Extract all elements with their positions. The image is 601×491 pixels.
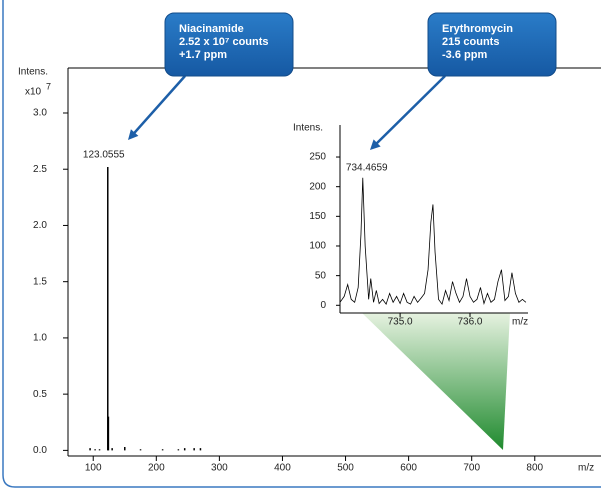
y-tick-label: 100 <box>309 241 326 252</box>
y-tick-label: 0.0 <box>33 445 47 456</box>
callout-text: Niacinamide <box>179 23 244 35</box>
y-tick-label: 2.5 <box>33 164 47 175</box>
x-axis-label: m/z <box>512 317 528 328</box>
x-tick-label: 100 <box>85 463 102 474</box>
inset-bg <box>340 125 528 313</box>
arrowhead <box>128 129 139 140</box>
x-axis-label: m/z <box>578 463 594 474</box>
x-tick-label: 600 <box>400 463 417 474</box>
callout-text: 215 counts <box>442 36 499 48</box>
y-tick-label: 150 <box>309 211 326 222</box>
x-tick-label: 300 <box>211 463 228 474</box>
callout-box <box>164 12 294 77</box>
callout-arrow <box>131 75 186 137</box>
x-tick-label: 800 <box>526 463 543 474</box>
x-tick-label: 700 <box>463 463 480 474</box>
y-axis-label: Intens. <box>18 67 48 78</box>
y-scale-exponent: 7 <box>46 81 51 91</box>
y-scale-label: x10 <box>25 87 42 98</box>
callout-text: 2.52 x 10⁷ counts <box>179 36 269 48</box>
callout-box <box>427 12 557 77</box>
peak-label: 123.0555 <box>83 150 125 161</box>
y-tick-label: 250 <box>309 152 326 163</box>
spectrum-line <box>339 177 527 306</box>
x-tick-label: 736.0 <box>457 317 482 328</box>
y-tick-label: 200 <box>309 181 326 192</box>
x-tick-label: 500 <box>337 463 354 474</box>
y-tick-label: 2.0 <box>33 220 47 231</box>
y-tick-label: 3.0 <box>33 108 47 119</box>
x-tick-label: 200 <box>148 463 165 474</box>
x-tick-label: 735.0 <box>388 317 413 328</box>
arrowhead <box>370 139 381 150</box>
y-tick-label: 0 <box>320 300 326 311</box>
y-tick-label: 1.0 <box>33 333 47 344</box>
x-tick-label: 400 <box>274 463 291 474</box>
y-axis-label: Intens. <box>293 123 323 134</box>
zoom-wedge <box>362 313 510 450</box>
y-tick-label: 50 <box>315 270 327 281</box>
callout-text: +1.7 ppm <box>179 49 227 61</box>
peak-label: 734.4659 <box>346 162 388 173</box>
callout-arrow <box>373 75 446 147</box>
y-tick-label: 0.5 <box>33 389 47 400</box>
y-tick-label: 1.5 <box>33 276 47 287</box>
callout-text: Erythromycin <box>442 23 513 35</box>
callout-text: -3.6 ppm <box>442 49 487 61</box>
